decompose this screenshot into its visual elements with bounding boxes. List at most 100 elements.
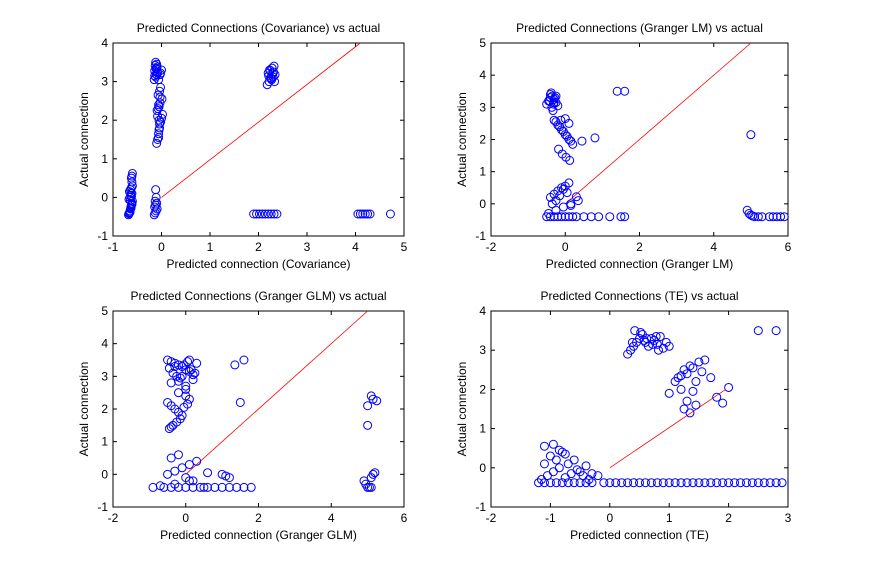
data-point — [605, 478, 615, 488]
data-point — [569, 455, 579, 465]
x-tick-label: 2 — [255, 240, 262, 254]
y-tick-label: 3 — [101, 369, 108, 383]
data-point — [534, 478, 544, 488]
y-axis-label: Actual connection — [455, 92, 469, 187]
y-axis-label: Actual connection — [77, 362, 91, 457]
y-tick-label: 4 — [101, 36, 108, 50]
data-point — [155, 481, 165, 491]
data-point — [270, 77, 280, 87]
data-point — [593, 471, 603, 481]
data-point — [363, 420, 373, 430]
data-point — [156, 82, 166, 92]
data-point — [166, 378, 176, 388]
data-point — [636, 328, 646, 338]
data-point — [753, 478, 763, 488]
x-tick-label: -1 — [108, 240, 119, 254]
data-point — [217, 482, 227, 492]
data-point — [181, 381, 191, 391]
y-tick-label: 1 — [479, 422, 486, 436]
data-point — [188, 370, 198, 380]
data-point — [366, 482, 376, 492]
data-point — [203, 468, 213, 478]
data-point — [192, 456, 202, 466]
data-point — [572, 465, 582, 475]
data-point — [594, 212, 604, 222]
data-point — [556, 115, 566, 125]
data-point — [712, 392, 722, 402]
data-point — [564, 212, 574, 222]
data-point — [150, 196, 160, 206]
data-point — [664, 341, 674, 351]
data-point — [629, 478, 639, 488]
data-point — [590, 133, 600, 143]
y-tick-label: -1 — [97, 229, 108, 243]
data-point — [152, 198, 162, 208]
data-point — [551, 91, 561, 101]
data-point — [652, 478, 662, 488]
data-point — [542, 471, 552, 481]
data-point — [156, 68, 166, 78]
y-tick-label: 2 — [479, 133, 486, 147]
data-point — [163, 469, 173, 479]
data-point — [682, 369, 692, 379]
data-point — [260, 209, 270, 219]
data-point — [224, 482, 234, 492]
data-point — [557, 447, 567, 457]
x-tick-label: 0 — [606, 511, 613, 525]
y-tick-label: -1 — [475, 500, 486, 514]
data-point — [569, 478, 579, 488]
y-axis-label: Actual connection — [77, 92, 91, 187]
data-point — [777, 478, 787, 488]
data-point — [651, 331, 661, 341]
data-point — [539, 441, 549, 451]
data-point — [127, 177, 137, 187]
chart-title: Predicted Connections (Granger LM) vs ac… — [516, 21, 763, 35]
data-point — [718, 478, 728, 488]
data-point — [700, 478, 710, 488]
data-point — [563, 459, 573, 469]
data-point — [694, 478, 704, 488]
axes-box — [490, 310, 789, 508]
data-point — [155, 92, 165, 102]
data-point — [358, 209, 368, 219]
data-point — [366, 473, 376, 483]
data-point — [581, 461, 591, 471]
data-point — [203, 482, 213, 492]
x-tick-label: 5 — [401, 240, 408, 254]
x-tick-label: 2 — [636, 240, 643, 254]
data-point — [127, 171, 137, 181]
data-point — [126, 192, 136, 202]
data-point — [551, 196, 561, 206]
data-point — [620, 86, 630, 96]
y-tick-label: 4 — [101, 337, 108, 351]
data-point — [184, 394, 194, 404]
data-point — [257, 209, 267, 219]
y-tick-label: 0 — [479, 461, 486, 475]
data-point — [170, 479, 180, 489]
data-point — [635, 478, 644, 488]
data-point — [266, 209, 276, 219]
data-point — [746, 130, 756, 140]
chart-title: Predicted Connections (Covariance) vs ac… — [137, 21, 380, 35]
data-point — [177, 371, 187, 381]
x-tick-label: 0 — [182, 511, 189, 525]
data-point — [549, 212, 559, 222]
data-point — [565, 155, 575, 165]
data-point — [617, 478, 627, 488]
data-point — [586, 212, 596, 222]
data-point — [691, 400, 701, 410]
data-point — [181, 384, 191, 394]
data-point — [239, 482, 249, 492]
data-point — [771, 478, 781, 488]
data-point — [548, 439, 558, 449]
y-tick-label: 2 — [101, 113, 108, 127]
y-tick-label: 0 — [101, 467, 108, 481]
data-point — [184, 355, 194, 365]
data-point — [239, 355, 249, 365]
data-point — [688, 363, 698, 373]
data-point — [365, 209, 375, 219]
data-point — [265, 65, 275, 75]
data-point — [210, 482, 220, 492]
y-tick-label: 5 — [479, 36, 486, 50]
